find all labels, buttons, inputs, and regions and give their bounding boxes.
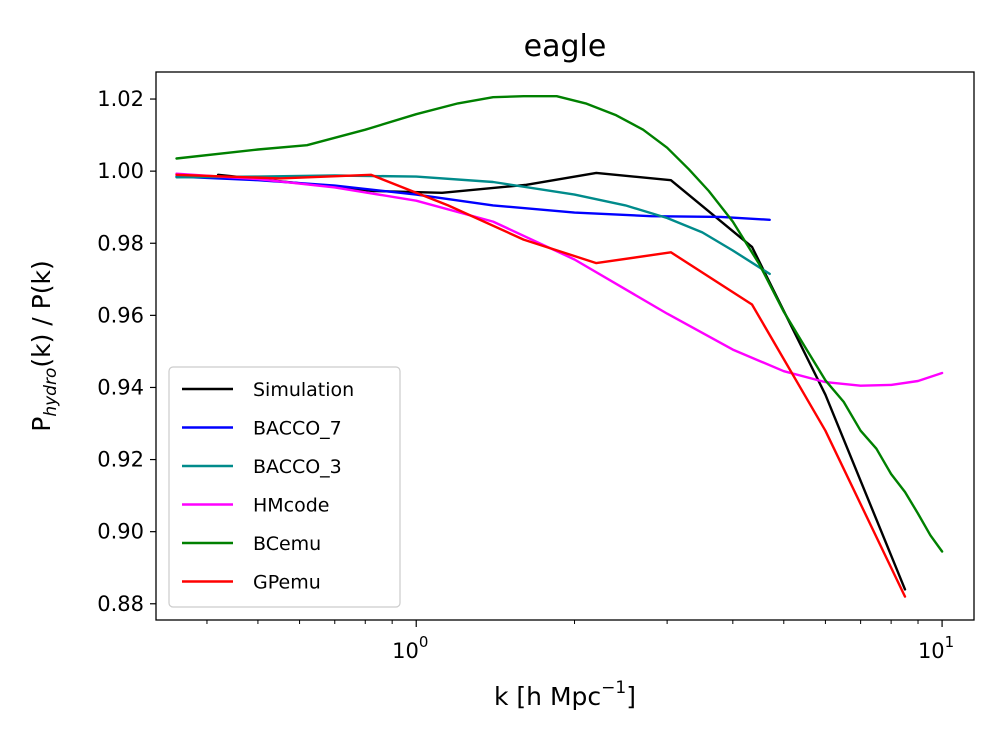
x-axis: 100 101	[206, 620, 954, 663]
series-line-bacco-3	[175, 174, 771, 276]
legend-label: BACCO_3	[253, 456, 342, 478]
chart-title: eagle	[524, 29, 607, 64]
legend: Simulation BACCO_7 BACCO_3 HMcode BCemu GPemu	[168, 366, 401, 608]
legend-label: BCemu	[253, 533, 321, 555]
legend-label: GPemu	[253, 572, 321, 594]
x-tick-label: 100	[392, 633, 428, 663]
y-axis-title-symbol: P	[27, 417, 56, 432]
series-line-bcemu	[175, 94, 944, 553]
legend-label: BACCO_7	[253, 418, 342, 440]
legend-items: Simulation BACCO_7 BACCO_3 HMcode BCemu GPemu	[182, 379, 354, 594]
y-axis-title: Phydro(k) / P(k)	[27, 260, 61, 431]
series-layer	[175, 94, 944, 598]
x-axis-title-text: k [h Mpc	[494, 682, 601, 711]
x-axis-title-close: ]	[626, 682, 636, 711]
y-tick-label: 0.96	[97, 303, 144, 327]
y-tick-label: 0.90	[97, 520, 144, 544]
y-tick-label: 1.00	[97, 159, 144, 183]
y-tick-label: 0.94	[97, 375, 144, 399]
series-line-gpemu	[175, 173, 907, 598]
x-tick-label: 101	[918, 633, 954, 663]
series-line-hmcode	[175, 172, 944, 387]
y-tick-label: 0.98	[97, 231, 144, 255]
legend-label: Simulation	[253, 379, 354, 401]
y-tick-label: 1.02	[97, 87, 144, 111]
y-axis: 0.88 0.90 0.92 0.94 0.96 0.98 1.00 1.02	[97, 87, 156, 616]
x-axis-title: k [h Mpc−1]	[494, 678, 636, 711]
y-axis-title-subscript: hydro	[41, 368, 61, 417]
y-tick-label: 0.88	[97, 592, 144, 616]
legend-label: HMcode	[253, 495, 330, 517]
y-axis-title-rest: (k) / P(k)	[27, 260, 56, 367]
x-axis-title-exponent: −1	[601, 678, 626, 698]
y-tick-label: 0.92	[97, 448, 144, 472]
plot-frame	[155, 71, 975, 621]
